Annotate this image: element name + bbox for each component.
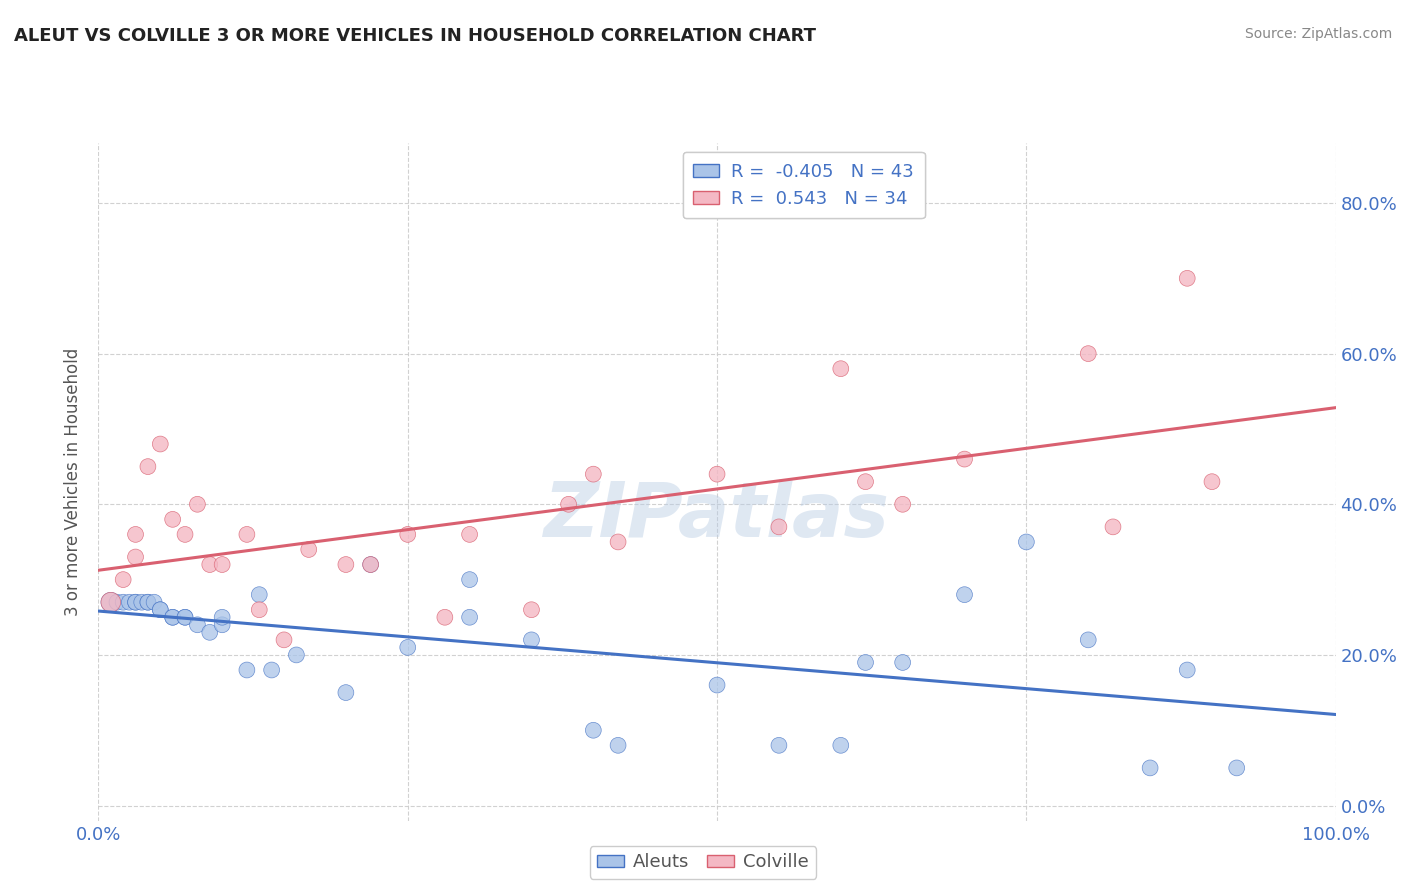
Point xyxy=(360,558,382,572)
Point xyxy=(768,520,790,534)
Point xyxy=(236,663,259,677)
Point xyxy=(433,610,456,624)
Point xyxy=(335,685,357,699)
Point xyxy=(162,610,184,624)
Point xyxy=(198,558,221,572)
Point xyxy=(855,656,877,670)
Point xyxy=(100,595,122,609)
Point xyxy=(830,739,852,753)
Point xyxy=(149,603,172,617)
Legend: Aleuts, Colville: Aleuts, Colville xyxy=(589,847,817,879)
Point xyxy=(953,588,976,602)
Point xyxy=(273,632,295,647)
Point xyxy=(112,595,135,609)
Point xyxy=(211,617,233,632)
Legend: R =  -0.405   N = 43, R =  0.543   N = 34: R = -0.405 N = 43, R = 0.543 N = 34 xyxy=(682,152,925,219)
Point xyxy=(124,595,146,609)
Point xyxy=(953,452,976,467)
Point xyxy=(298,542,321,557)
Point xyxy=(1077,632,1099,647)
Point xyxy=(149,437,172,451)
Point xyxy=(396,640,419,655)
Point xyxy=(607,739,630,753)
Point xyxy=(360,558,382,572)
Point xyxy=(1201,475,1223,489)
Point xyxy=(260,663,283,677)
Point xyxy=(855,475,877,489)
Point xyxy=(162,512,184,526)
Point xyxy=(186,617,208,632)
Point xyxy=(557,497,579,511)
Point xyxy=(1175,663,1198,677)
Point xyxy=(124,527,146,541)
Point xyxy=(211,558,233,572)
Y-axis label: 3 or more Vehicles in Household: 3 or more Vehicles in Household xyxy=(65,348,83,615)
Point xyxy=(706,467,728,482)
Point xyxy=(1226,761,1249,775)
Point xyxy=(458,573,481,587)
Point xyxy=(124,549,146,564)
Point xyxy=(100,595,122,609)
Point xyxy=(1102,520,1125,534)
Point xyxy=(247,588,270,602)
Text: ALEUT VS COLVILLE 3 OR MORE VEHICLES IN HOUSEHOLD CORRELATION CHART: ALEUT VS COLVILLE 3 OR MORE VEHICLES IN … xyxy=(14,27,815,45)
Point xyxy=(149,603,172,617)
Point xyxy=(891,656,914,670)
Point xyxy=(335,558,357,572)
Point xyxy=(458,610,481,624)
Point xyxy=(105,595,128,609)
Point xyxy=(830,361,852,376)
Point xyxy=(1175,271,1198,285)
Point xyxy=(136,459,159,474)
Point xyxy=(458,527,481,541)
Point xyxy=(198,625,221,640)
Point xyxy=(1139,761,1161,775)
Point xyxy=(706,678,728,692)
Point xyxy=(768,739,790,753)
Point xyxy=(136,595,159,609)
Point xyxy=(186,497,208,511)
Point xyxy=(285,648,308,662)
Point xyxy=(118,595,141,609)
Point xyxy=(211,610,233,624)
Point xyxy=(143,595,166,609)
Point xyxy=(124,595,146,609)
Point xyxy=(1015,535,1038,549)
Point xyxy=(520,603,543,617)
Point xyxy=(582,723,605,738)
Point xyxy=(136,595,159,609)
Point xyxy=(131,595,153,609)
Point xyxy=(1077,346,1099,360)
Text: ZIPatlas: ZIPatlas xyxy=(544,479,890,552)
Point xyxy=(174,610,197,624)
Text: Source: ZipAtlas.com: Source: ZipAtlas.com xyxy=(1244,27,1392,41)
Point xyxy=(582,467,605,482)
Point xyxy=(396,527,419,541)
Point xyxy=(607,535,630,549)
Point xyxy=(162,610,184,624)
Point xyxy=(891,497,914,511)
Point xyxy=(112,573,135,587)
Point xyxy=(236,527,259,541)
Point xyxy=(247,603,270,617)
Point xyxy=(174,610,197,624)
Point xyxy=(174,527,197,541)
Point xyxy=(520,632,543,647)
